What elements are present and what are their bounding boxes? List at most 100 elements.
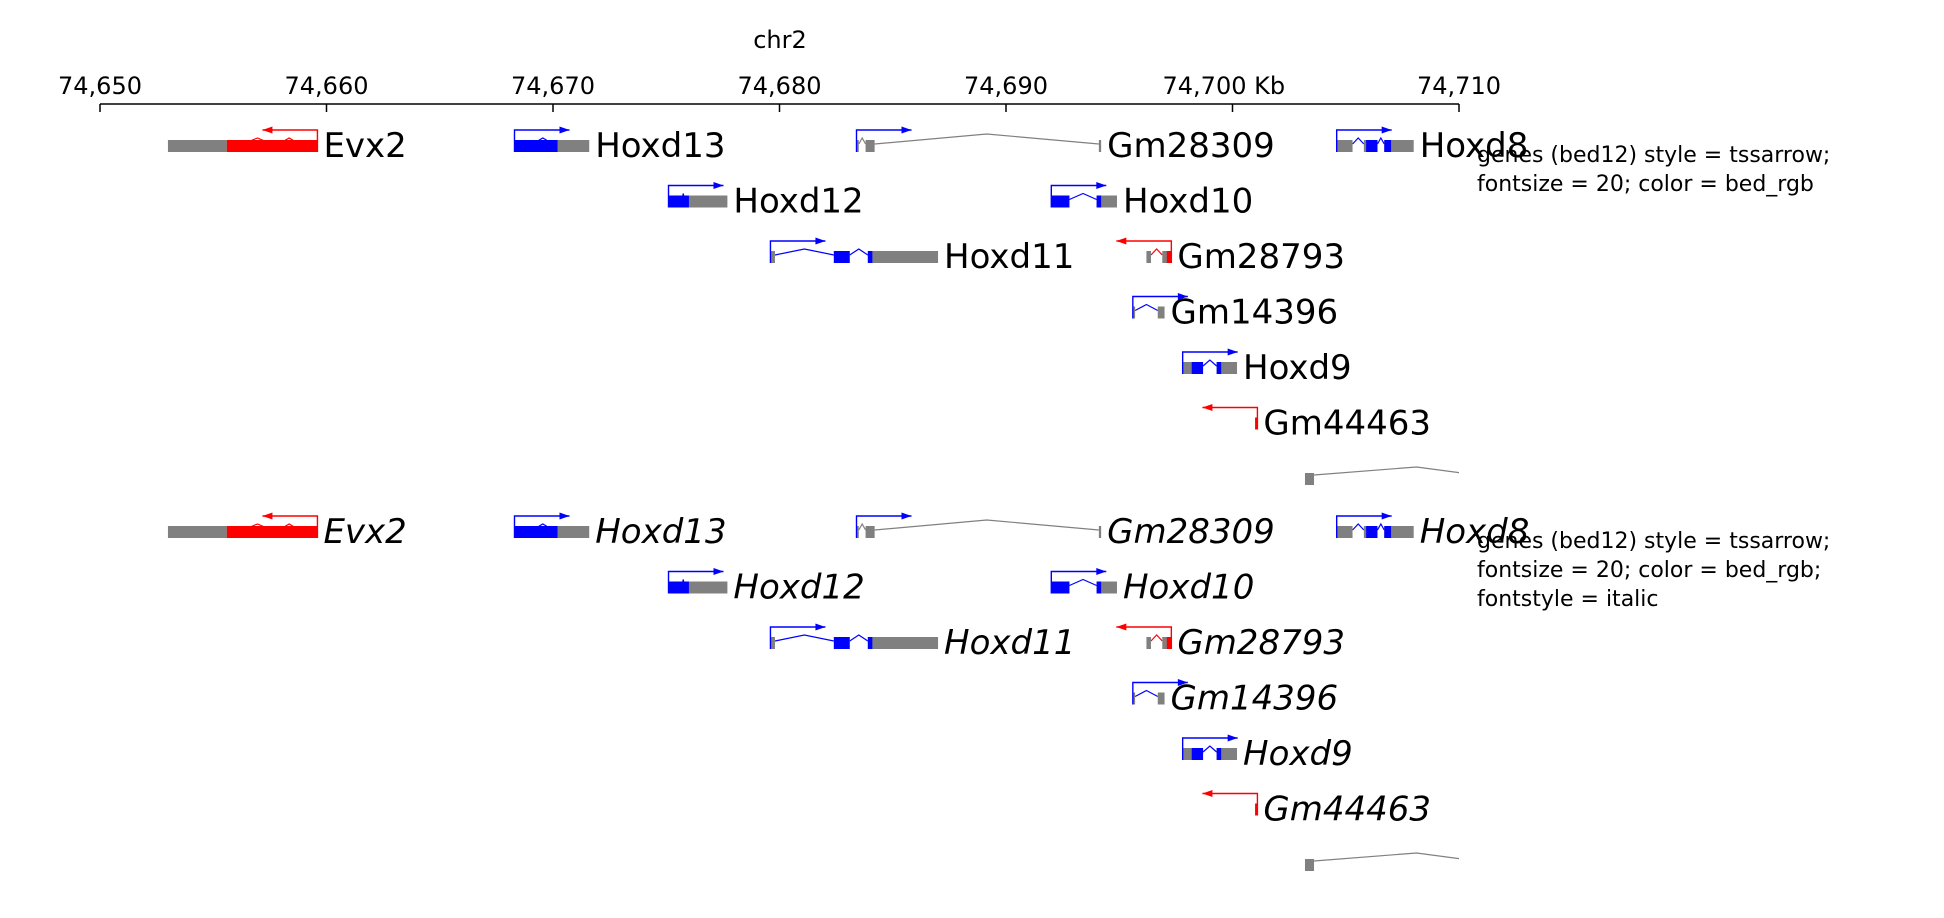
axis-tick-label: 74,690	[964, 72, 1048, 100]
gene-hoxd10	[1050, 182, 1117, 208]
gene-label: Hoxd12	[733, 182, 863, 222]
exon-block	[1157, 692, 1165, 705]
gene-hoxd9	[1181, 348, 1238, 374]
gene-label: Hoxd10	[1123, 182, 1253, 222]
exon-block	[1096, 195, 1117, 208]
exon-block	[865, 526, 875, 538]
tss-arrow	[769, 240, 826, 263]
tss-arrow	[855, 515, 912, 538]
arrowhead	[1202, 404, 1213, 411]
gene-label: Evx2	[323, 512, 406, 552]
coding-block	[833, 251, 850, 263]
axis-tick-label: 74,660	[285, 72, 369, 100]
tss-arrow	[1181, 351, 1238, 374]
gene-label: Hoxd9	[1243, 348, 1352, 388]
coding-block	[514, 140, 558, 152]
tss-arrow	[667, 570, 724, 594]
intron-line	[849, 634, 869, 642]
gene-evx2	[167, 126, 319, 152]
arrowhead	[1116, 237, 1127, 245]
gene-hoxd11	[769, 623, 939, 649]
coding-block	[1166, 251, 1172, 263]
intron-line	[1313, 466, 1459, 476]
gene-gm44463	[1202, 790, 1259, 816]
gene-label: Gm28309	[1107, 126, 1275, 166]
gene-track-plain: Evx2 Hoxd13 Gm28309 Hoxd8 Hoxd12 Hoxd10 Hoxd11…	[167, 126, 1830, 485]
coding-block	[867, 251, 873, 263]
intron-line	[1134, 303, 1159, 312]
arrowhead	[815, 623, 826, 631]
intron-line	[1069, 578, 1097, 587]
arrowhead	[1177, 679, 1188, 686]
genomic-axis: chr2 74,650 74,660 74,670 74,680 74,690 74,70…	[58, 26, 1501, 112]
intron-line	[1150, 634, 1163, 642]
gene-tracks: Evx2 Hoxd13 Gm28309 Hoxd8 Hoxd12 Hoxd10 Hoxd11…	[167, 126, 1830, 871]
arrowhead	[1202, 790, 1213, 797]
tss-arrow	[1050, 570, 1107, 594]
exon-block	[1098, 140, 1102, 152]
coding-block	[1216, 748, 1222, 760]
arrowhead	[713, 568, 724, 575]
intron-line	[1352, 137, 1365, 145]
coding-block	[1255, 803, 1258, 816]
axis-tick-label: 74,710	[1417, 72, 1501, 100]
gene-label: Gm28309	[1107, 512, 1275, 552]
arrowhead	[1116, 623, 1127, 631]
arrowhead	[1227, 348, 1238, 356]
gene-labels: Evx2 Hoxd13 Gm28309 Hoxd8 Hoxd12 Hoxd10 Hoxd11…	[323, 512, 1529, 830]
tss-arrow	[262, 129, 319, 152]
gene-label: Hoxd12	[733, 568, 864, 608]
gene-shapes	[167, 512, 1459, 871]
intron-line	[1313, 852, 1459, 862]
tss-arrow	[1181, 737, 1238, 760]
gene-hoxd12	[667, 182, 728, 208]
tss-arrow	[1132, 295, 1188, 319]
gene-hoxd8	[1335, 126, 1414, 152]
gene-gm28793	[1116, 237, 1173, 263]
gene-label: Hoxd9	[1243, 734, 1353, 774]
coding-block	[514, 526, 558, 538]
coding-block	[867, 637, 873, 649]
gene-shapes	[167, 126, 1459, 485]
tss-arrow	[1202, 792, 1259, 816]
exon-block	[1304, 473, 1315, 485]
axis-tick-label: 74,680	[738, 72, 822, 100]
arrowhead	[262, 126, 273, 134]
exon-block	[684, 581, 728, 594]
gene-label: Gm28793	[1177, 237, 1345, 277]
tss-arrow	[667, 184, 724, 208]
gene-label: Hoxd10	[1123, 568, 1254, 608]
arrowhead	[1381, 126, 1392, 134]
arrowhead	[713, 182, 724, 189]
tss-arrow	[513, 515, 570, 538]
gene-label: Gm14396	[1171, 679, 1339, 719]
tss-arrow	[1050, 184, 1107, 208]
coding-block	[1255, 417, 1258, 430]
tss-arrow	[1116, 240, 1173, 263]
axis-tick-label: 74,700 Kb	[1163, 72, 1286, 100]
gene-gm28309	[855, 126, 1102, 152]
gene-hoxd13	[513, 512, 590, 538]
tss-arrow	[855, 129, 912, 152]
axis-tick-label: 74,650	[58, 72, 142, 100]
exon-block	[1096, 581, 1117, 594]
coding-block	[1384, 140, 1392, 152]
exon-block	[1336, 140, 1353, 152]
gene-label: Hoxd8	[1420, 126, 1529, 166]
gene-hoxd13	[513, 126, 590, 152]
gene-gm44463	[1202, 404, 1259, 430]
arrowhead	[815, 237, 826, 245]
exon-block	[1132, 306, 1136, 319]
exon-block	[770, 637, 775, 649]
gene-labels: Evx2 Hoxd13 Gm28309 Hoxd8 Hoxd12 Hoxd10 Hoxd11…	[323, 126, 1528, 444]
exon-block	[684, 195, 728, 208]
tss-arrow	[1335, 129, 1392, 152]
intron-line	[858, 522, 867, 531]
gene-label: Evx2	[323, 126, 406, 166]
arrowhead	[559, 512, 570, 520]
coding-block	[668, 195, 689, 208]
gene-hoxd11	[769, 237, 939, 263]
gene-label: Hoxd11	[944, 237, 1074, 277]
